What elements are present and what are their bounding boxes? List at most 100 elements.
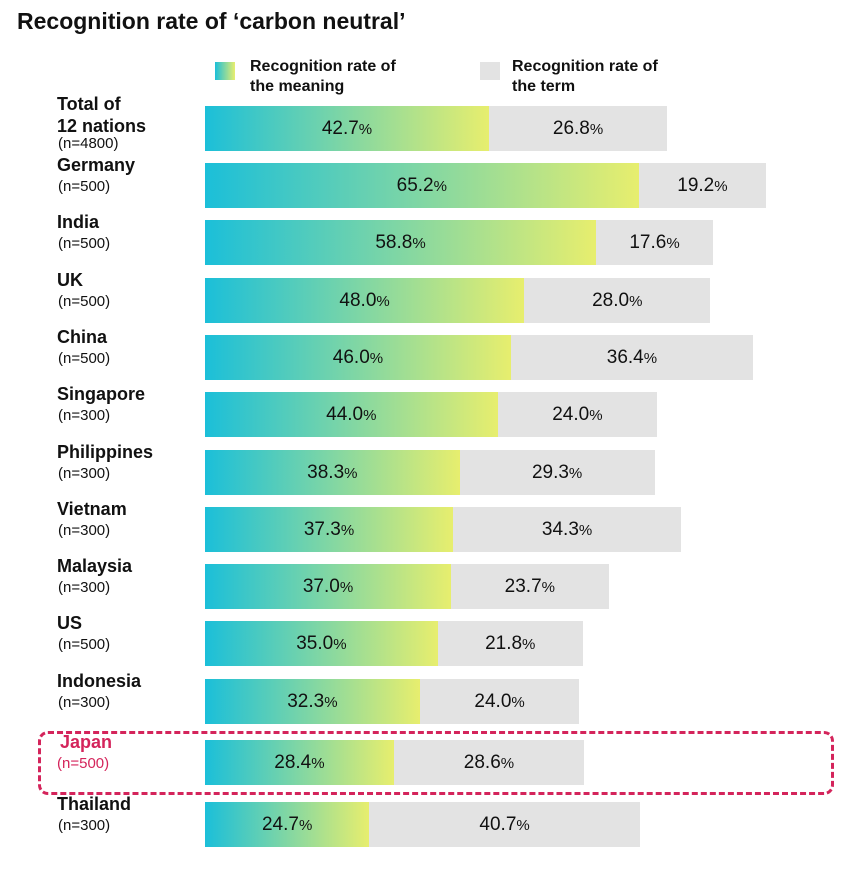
highlight-box [38, 731, 834, 795]
category-label: China [57, 326, 107, 348]
sample-size-label: (n=500) [58, 350, 111, 367]
category-label-line: UK [57, 270, 83, 290]
data-label-term: 24.0% [420, 679, 580, 724]
category-label-line: Indonesia [57, 671, 142, 691]
bar-meaning [205, 392, 498, 437]
bar-term [393, 740, 585, 785]
data-label-meaning: 38.3% [205, 450, 460, 495]
legend-label-2: Recognition rate of the term [512, 57, 658, 97]
data-label-unit: % [311, 755, 325, 772]
data-label-term: 21.8% [438, 621, 583, 666]
data-label-meaning: 42.7% [205, 106, 489, 151]
sample-size-label: (n=500) [58, 293, 111, 310]
data-label-unit: % [589, 407, 603, 424]
bar-meaning [205, 621, 438, 666]
data-label-value: 65.2 [396, 175, 434, 196]
data-label-unit: % [369, 350, 384, 367]
data-label-unit: % [511, 694, 525, 711]
category-label: Singapore [57, 383, 145, 405]
data-label-meaning: 37.0% [205, 564, 451, 609]
data-label-value: 28.4 [274, 752, 312, 773]
data-label-value: 40.7 [479, 814, 517, 835]
data-label-value: 37.0 [302, 576, 340, 597]
sample-size-label: (n=500) [58, 636, 111, 653]
data-label-value: 24.0 [552, 404, 590, 425]
category-label: US [57, 612, 82, 634]
sample-size-label: (n=300) [58, 694, 111, 711]
data-label-term: 40.7% [369, 802, 640, 847]
data-label-value: 42.7 [321, 118, 359, 139]
bar-term [596, 220, 714, 265]
chart-title: Recognition rate of ‘carbon neutral’ [17, 8, 406, 34]
sample-size-label: (n=500) [58, 235, 111, 252]
legend-label-line: the term [512, 78, 576, 95]
bar-meaning [205, 278, 525, 323]
data-label-term: 24.0% [498, 392, 658, 437]
data-label-unit: % [340, 522, 355, 539]
data-label-unit: % [363, 407, 377, 424]
data-label-value: 17.6 [629, 232, 667, 253]
data-label-value: 24.7 [261, 814, 299, 835]
sample-size-label: (n=300) [58, 579, 111, 596]
data-label-value: 19.2 [677, 175, 715, 196]
data-label-meaning: 48.0% [205, 278, 524, 323]
data-label-unit: % [643, 350, 658, 367]
data-label-value: 28.6 [463, 752, 501, 773]
bar-meaning [205, 564, 452, 609]
legend-swatch-1 [215, 62, 235, 80]
category-label-line: 12 nations [57, 116, 147, 136]
data-label-unit: % [376, 293, 390, 310]
data-label-unit: % [324, 694, 338, 711]
legend-swatch-2 [480, 62, 500, 80]
bar-term [488, 106, 668, 151]
sample-size-label: (n=300) [58, 465, 111, 482]
data-label-meaning: 35.0% [205, 621, 438, 666]
data-label-meaning: 24.7% [205, 802, 369, 847]
category-label: Malaysia [57, 555, 132, 577]
data-label-value: 34.3 [541, 519, 579, 540]
bar-term [419, 679, 580, 724]
category-label: Philippines [57, 441, 153, 463]
bar-meaning [205, 740, 394, 785]
category-label-line: China [57, 327, 108, 347]
category-label-line: US [57, 613, 83, 633]
data-label-term: 23.7% [451, 564, 609, 609]
bar-term [524, 278, 711, 323]
legend-label-line: Recognition rate of [512, 58, 658, 75]
data-label-value: 32.3 [287, 691, 325, 712]
category-label-line: Japan [60, 732, 113, 752]
bar-term [497, 392, 658, 437]
data-label-unit: % [589, 121, 604, 138]
legend-label-line: the meaning [250, 78, 345, 95]
data-label-term: 28.6% [394, 740, 584, 785]
data-label-value: 28.0 [592, 290, 630, 311]
data-label-meaning: 37.3% [205, 507, 453, 552]
data-label-value: 24.0 [474, 691, 512, 712]
data-label-value: 23.7 [504, 576, 542, 597]
data-label-unit: % [568, 465, 583, 482]
sample-size-label: (n=300) [58, 522, 111, 539]
data-label-value: 44.0 [326, 404, 364, 425]
data-label-unit: % [522, 636, 536, 653]
data-label-unit: % [578, 522, 593, 539]
bar-meaning [205, 450, 460, 495]
category-label: Vietnam [57, 498, 127, 520]
data-label-value: 38.3 [307, 462, 345, 483]
data-label-unit: % [629, 293, 643, 310]
bar-term [453, 507, 682, 552]
data-label-value: 29.3 [531, 462, 569, 483]
data-label-term: 36.4% [511, 335, 753, 380]
data-label-meaning: 46.0% [205, 335, 511, 380]
data-label-unit: % [412, 235, 426, 252]
data-label-meaning: 28.4% [205, 740, 394, 785]
bar-term [369, 802, 640, 847]
bar-meaning [205, 679, 420, 724]
data-label-value: 48.0 [339, 290, 377, 311]
data-label-value: 26.8 [552, 118, 590, 139]
data-label-meaning: 58.8% [205, 220, 596, 265]
data-label-meaning: 44.0% [205, 392, 498, 437]
data-label-unit: % [541, 579, 555, 596]
data-label-unit: % [344, 465, 358, 482]
data-label-unit: % [666, 235, 680, 252]
category-label: UK [57, 269, 83, 291]
